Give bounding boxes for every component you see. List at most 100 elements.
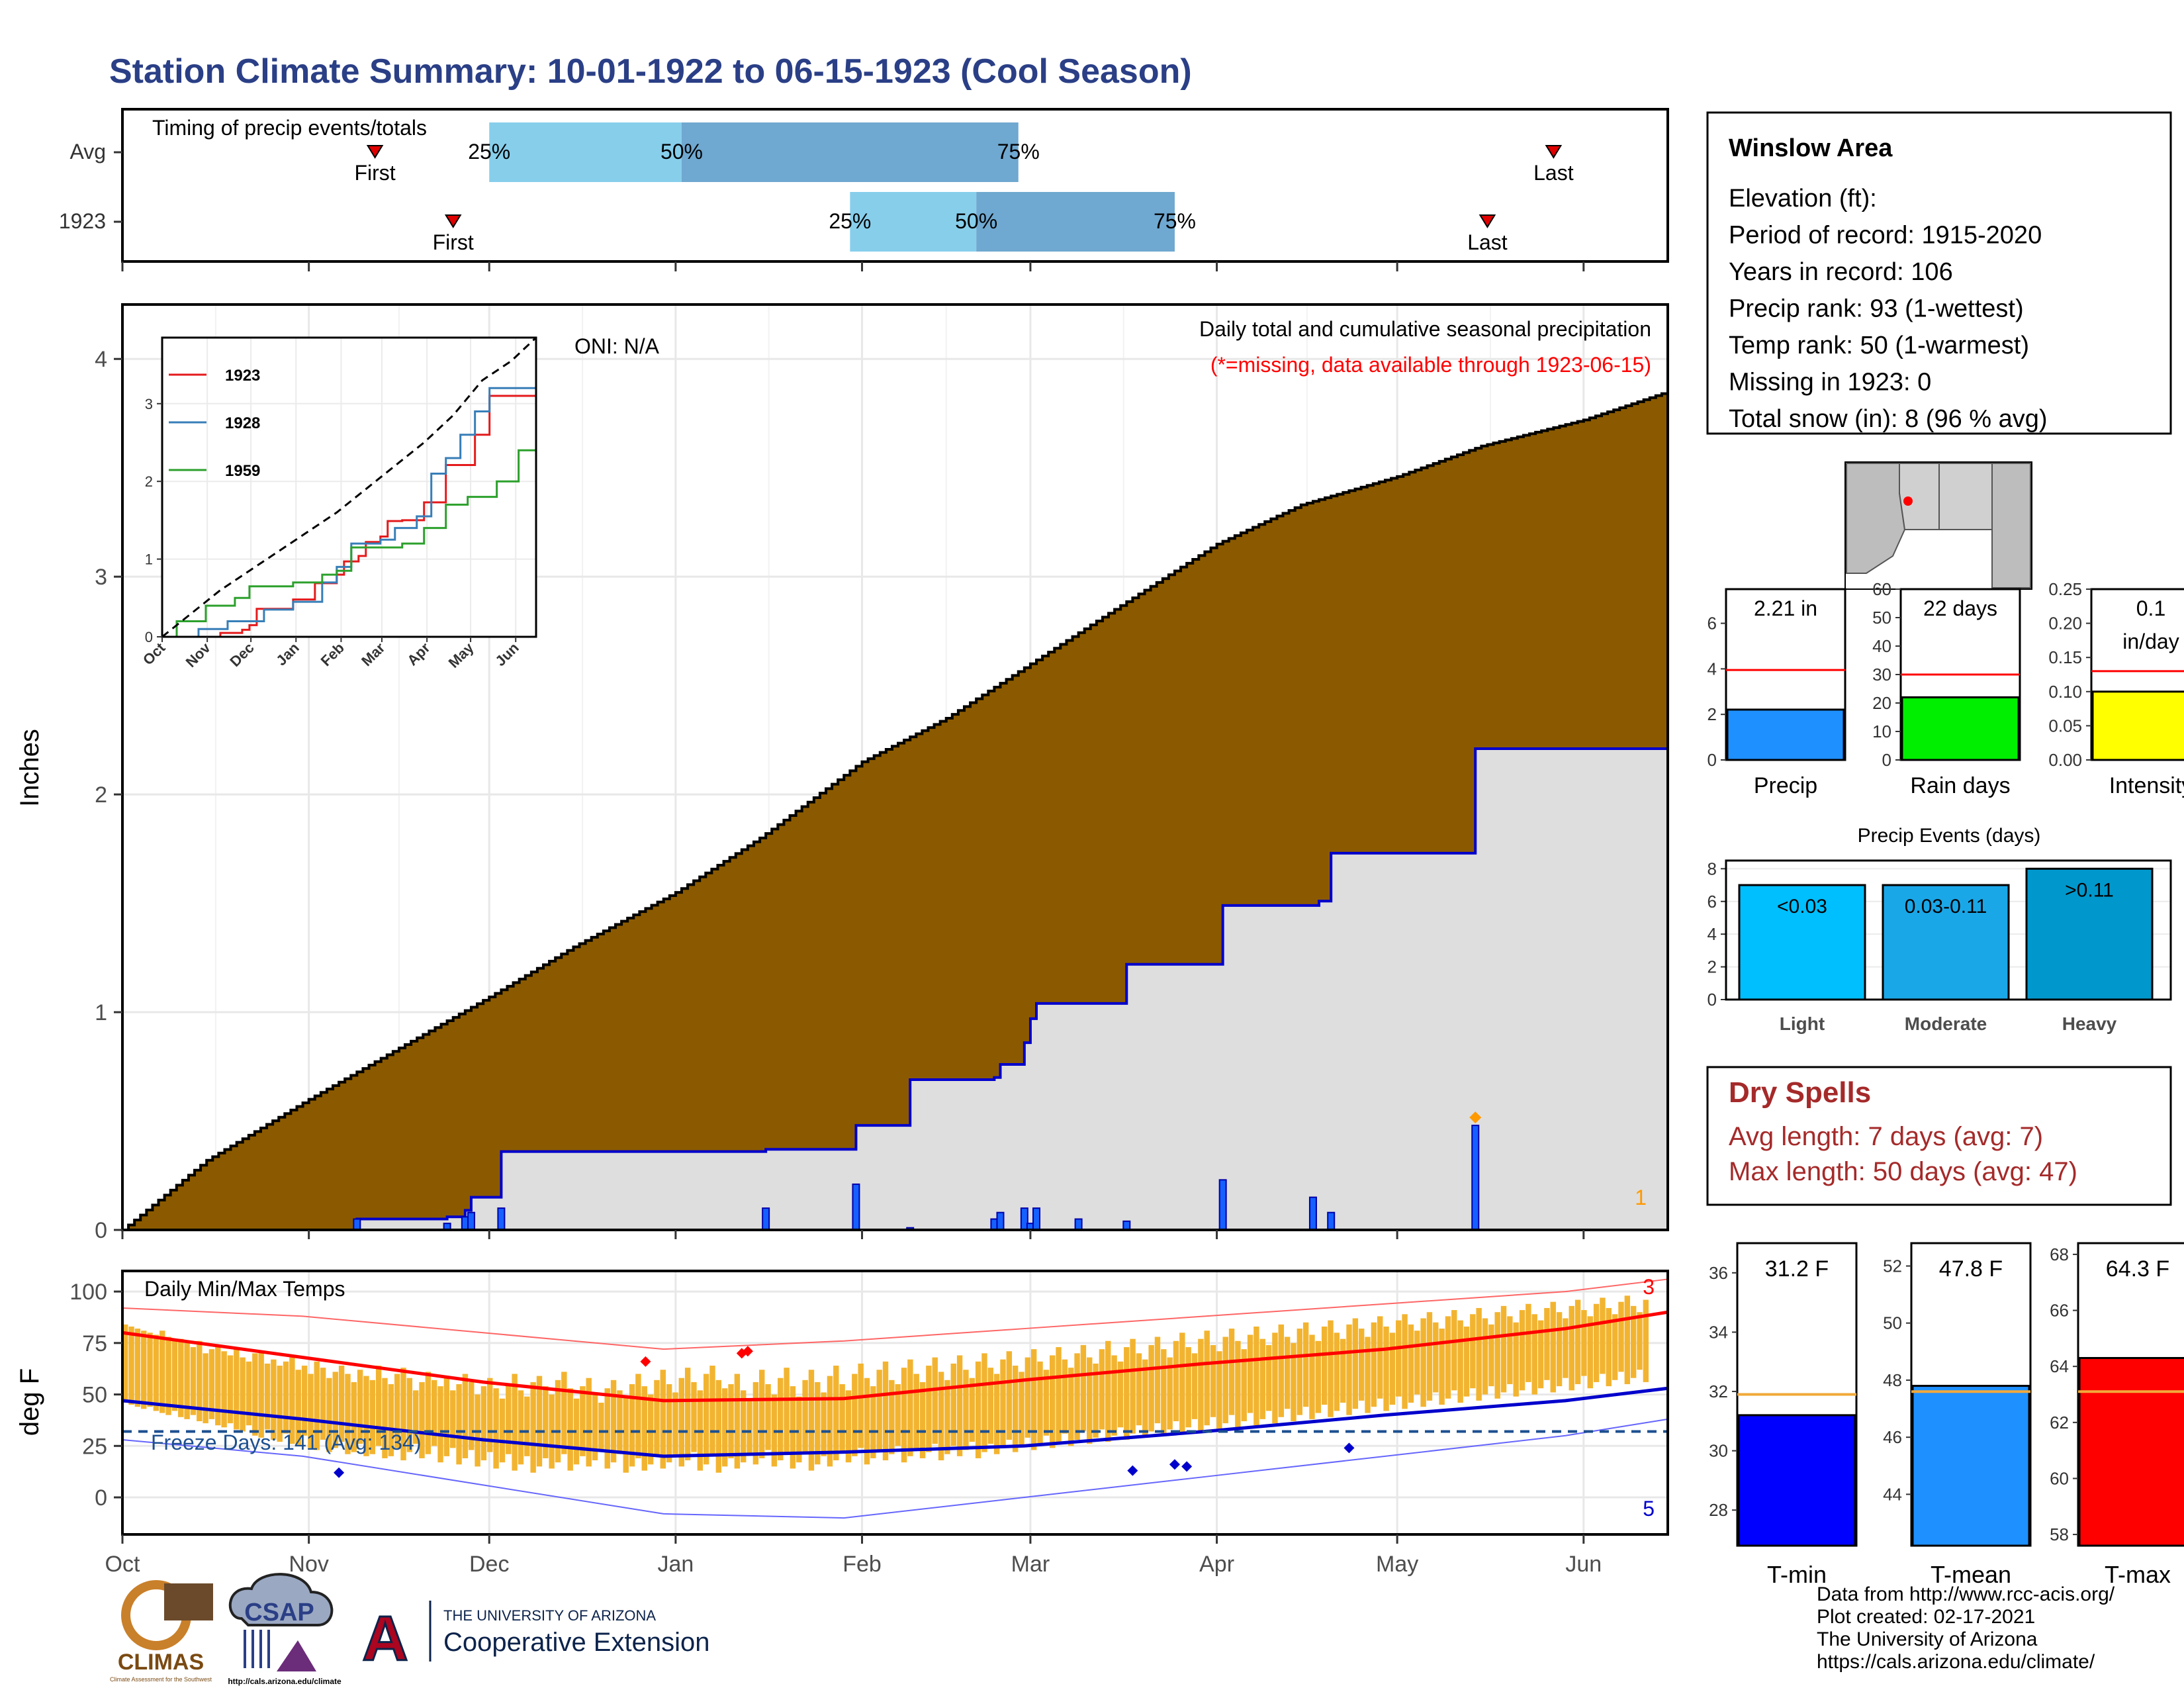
timing-first-marker [366, 145, 384, 159]
temp-range-bar [184, 1342, 190, 1419]
temp-range-bar [221, 1351, 227, 1428]
temp-range-bar [1154, 1336, 1161, 1424]
temp-range-bar [1439, 1329, 1445, 1405]
events-bar-label: Heavy [2062, 1013, 2117, 1034]
temp-range-bar [271, 1359, 277, 1440]
temp-range-bar [369, 1380, 376, 1454]
temp-range-bar [1463, 1326, 1470, 1397]
temp-range-bar [1451, 1310, 1457, 1391]
timing-quantile-label: 75% [1154, 209, 1196, 233]
daily-precip-bar [467, 1211, 475, 1231]
inset-y-tick-label: 1 [145, 551, 153, 568]
temp-range-bar [580, 1386, 586, 1456]
small-bar-value [2091, 690, 2184, 761]
temp-range-bar [901, 1368, 907, 1463]
temp-range-bar [1111, 1355, 1117, 1436]
temp-range-bar [450, 1390, 456, 1448]
temp-range-bar [1087, 1357, 1093, 1444]
temp-range-bar [666, 1384, 672, 1463]
climas-text: CLIMAS [118, 1650, 204, 1675]
small-bar-value [1901, 696, 2020, 761]
temp-range-bar [1581, 1310, 1587, 1376]
small-bar-value-text: 22 days [1923, 596, 1997, 620]
temp-range-bar [1457, 1320, 1463, 1403]
daily-precip-bar [852, 1183, 860, 1231]
temp-range-bar [357, 1370, 363, 1444]
temp-range-bar [815, 1382, 821, 1465]
temp-range-bar [684, 1368, 691, 1461]
temp-range-bar [1030, 1349, 1037, 1450]
small-temp-chart-t-mean: 44 46 48 50 52 47.8 F T-mean [1883, 1242, 2032, 1588]
precip-y-label: Inches [15, 729, 44, 807]
temp-range-bar [734, 1374, 741, 1469]
ua-small-text: THE UNIVERSITY OF ARIZONA [443, 1607, 656, 1624]
temp-range-bar [610, 1380, 617, 1463]
temp-range-bar [1191, 1353, 1198, 1419]
station-info-line: Temp rank: 50 (1-warmest) [1729, 332, 2029, 359]
temp-range-bar [512, 1374, 518, 1471]
temp-range-bar [208, 1349, 215, 1419]
temp-range-bar [1124, 1347, 1130, 1440]
location-map [1844, 461, 2032, 590]
station-info-lines: Elevation (ft): Period of record: 1915-20… [1729, 185, 2048, 433]
temp-range-bar [1136, 1353, 1142, 1426]
inset-avg-line [161, 336, 537, 638]
temp-range-bar [635, 1374, 641, 1458]
temp-range-bar [1000, 1359, 1006, 1448]
freeze-days-label: Freeze Days: 141 (Avg: 134) [151, 1430, 422, 1454]
temp-x-tick-label: Oct [105, 1552, 140, 1577]
events-y-tick-label: 4 [1707, 924, 1717, 944]
seasonal-temp-bars: 28 30 32 34 36 31.2 F T-min 44 46 48 50 52 47.8 F T-m… [1709, 1242, 2184, 1588]
small-bar-value-text: 2.21 in [1754, 596, 1817, 620]
record-low-marker [334, 1467, 345, 1478]
temp-range-bar [858, 1363, 864, 1448]
inset-legend-label: 1923 [225, 367, 260, 385]
small-temp-y-tick-label: 28 [1709, 1500, 1728, 1520]
temp-range-bar [932, 1357, 938, 1444]
temp-range-bar [419, 1382, 425, 1458]
daily-precip-bar [497, 1207, 506, 1231]
temp-range-bar [1519, 1310, 1525, 1391]
temp-range-bar [425, 1372, 432, 1454]
temp-range-bar [480, 1386, 487, 1461]
temp-range-bar [759, 1370, 765, 1458]
temp-range-bar [240, 1357, 246, 1432]
temp-range-bar [617, 1390, 623, 1454]
temp-range-bar [1259, 1338, 1265, 1419]
temp-range-bar [1371, 1322, 1377, 1407]
temp-range-bar [506, 1384, 512, 1454]
timing-bar-q25-q50 [850, 192, 977, 252]
small-temp-y-tick-label: 60 [2050, 1468, 2069, 1488]
temp-range-bar [895, 1384, 901, 1446]
precip-y-tick-label: 1 [95, 1000, 107, 1025]
daily-precip-bar [1308, 1196, 1317, 1231]
temp-range-bar [1105, 1340, 1111, 1442]
footer-credits: Data from http://www.rcc-acis.org/Plot c… [1817, 1583, 2115, 1673]
temp-range-bar [833, 1366, 839, 1461]
temp-range-bar [289, 1357, 295, 1444]
station-name: Winslow Area [1729, 134, 1893, 162]
events-y-tick-label: 6 [1707, 892, 1717, 912]
temp-range-bar [159, 1331, 165, 1413]
temp-x-tick-label: Jan [657, 1552, 694, 1577]
temp-range-bar [870, 1386, 876, 1458]
temp-range-bar [394, 1374, 400, 1448]
footer-line: Data from http://www.rcc-acis.org/ [1817, 1583, 2115, 1605]
small-temp-y-tick-label: 46 [1883, 1427, 1902, 1447]
temp-range-bar [709, 1366, 715, 1456]
temp-range-bar [1253, 1326, 1259, 1426]
daily-precip-bar [762, 1207, 770, 1231]
events-bar-label: Light [1780, 1013, 1825, 1034]
temp-range-bar [400, 1368, 406, 1461]
inset-legend-label: 1959 [225, 462, 260, 480]
small-temp-y-tick-label: 34 [1709, 1322, 1728, 1342]
temp-range-bar [1321, 1326, 1328, 1405]
temp-range-bar [993, 1374, 1000, 1454]
temp-range-bar [573, 1398, 580, 1465]
temp-y-tick-label: 50 [82, 1383, 107, 1408]
timing-rows: Avg 25% 50% 75% First Last 1923 25% 50% 75% First L… [59, 122, 1574, 254]
temp-range-bar [1272, 1333, 1278, 1424]
temp-range-bar [1426, 1312, 1433, 1401]
record-max-line [122, 1278, 1668, 1350]
record-low-marker [1169, 1459, 1180, 1470]
